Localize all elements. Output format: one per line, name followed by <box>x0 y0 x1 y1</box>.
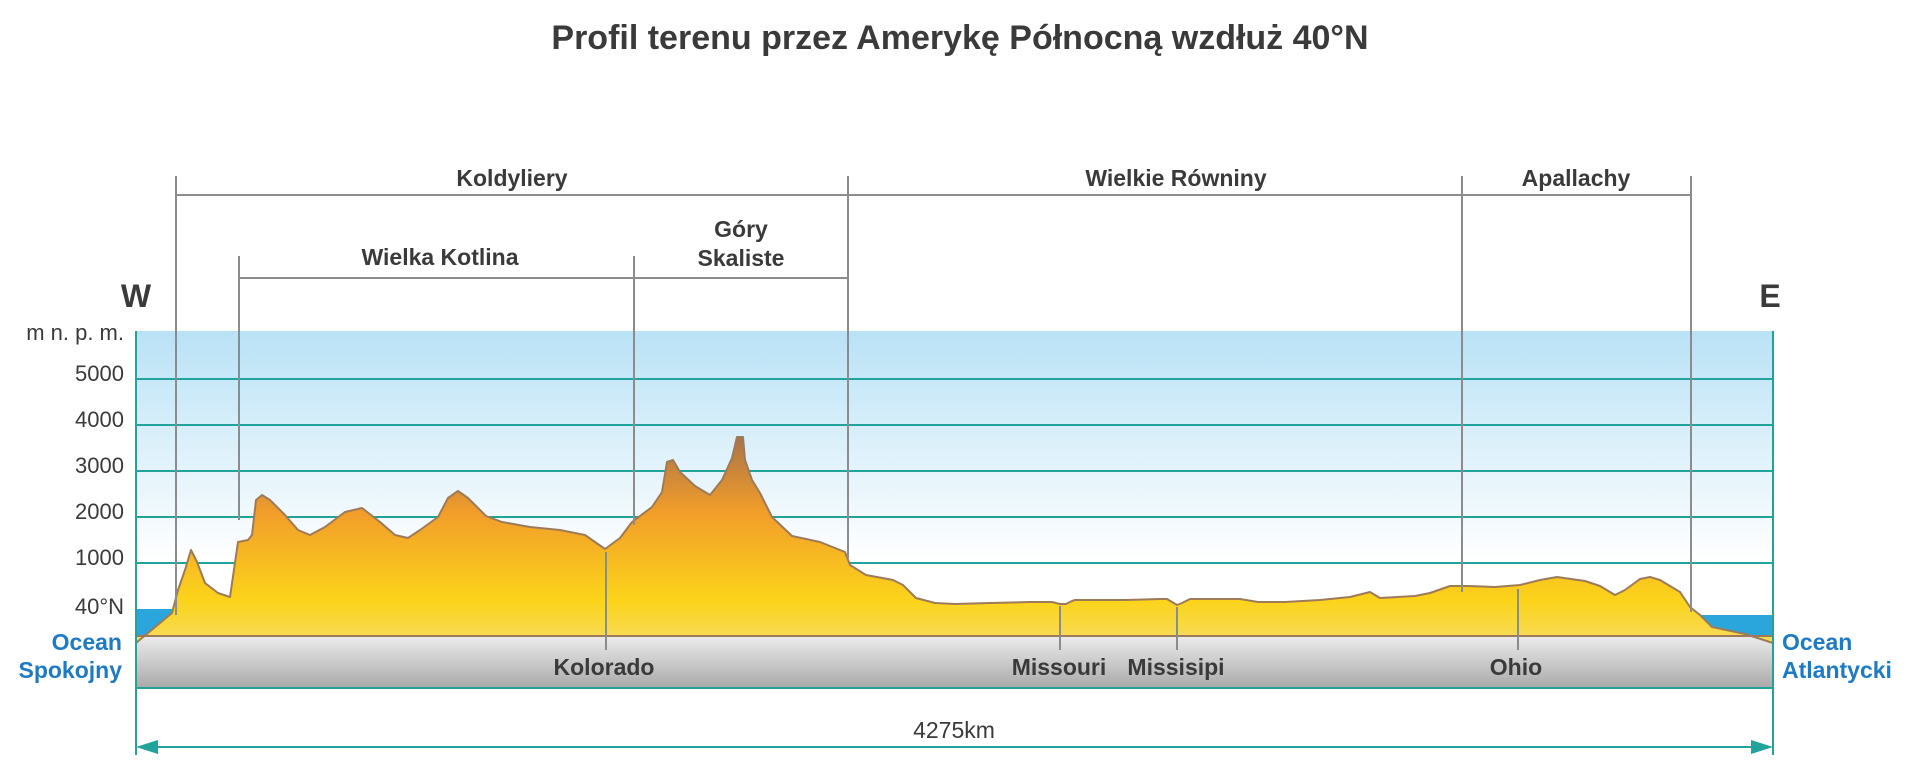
y-tick-3000: 3000 <box>75 453 124 478</box>
region-label-skaliste: Skaliste <box>698 245 785 271</box>
river-label-missisipi: Missisipi <box>1127 654 1224 680</box>
region-label-gory: Góry <box>714 216 768 242</box>
river-markers <box>605 552 1519 650</box>
river-label-ohio: Ohio <box>1490 654 1542 680</box>
region-label-wielka-kotlina: Wielka Kotlina <box>362 244 519 270</box>
ocean-east-line1: Ocean <box>1782 629 1852 655</box>
chart-title: Profil terenu przez Amerykę Północną wzd… <box>551 19 1368 57</box>
distance-arrow <box>136 740 1773 754</box>
west-label: W <box>121 278 152 314</box>
distance-label: 4275km <box>913 717 995 743</box>
sea-level-label: 40°N <box>75 594 124 619</box>
region-brackets <box>175 176 1692 615</box>
region-label-koldyliery: Koldyliery <box>456 165 567 191</box>
y-tick-5000: 5000 <box>75 361 124 386</box>
river-label-kolorado: Kolorado <box>554 654 655 680</box>
ground-band <box>136 636 1773 688</box>
y-tick-1000: 1000 <box>75 545 124 570</box>
y-axis-unit: m n. p. m. <box>26 320 124 345</box>
ocean-west-line2: Spokojny <box>18 657 122 683</box>
region-label-apallachy: Apallachy <box>1522 165 1631 191</box>
east-label: E <box>1759 278 1780 314</box>
region-label-wielkie-rowniny: Wielkie Równiny <box>1085 165 1266 191</box>
terrain-profile <box>135 436 1774 644</box>
ocean-east-line2: Atlantycki <box>1782 657 1892 683</box>
y-tick-2000: 2000 <box>75 499 124 524</box>
y-tick-4000: 4000 <box>75 407 124 432</box>
ocean-west-line1: Ocean <box>52 629 122 655</box>
river-label-missouri: Missouri <box>1012 654 1107 680</box>
